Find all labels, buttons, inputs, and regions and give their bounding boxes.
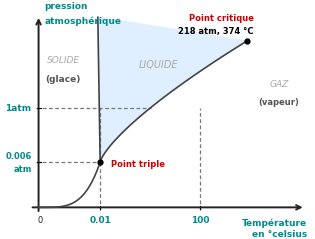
Text: 0.01: 0.01 [89,216,111,225]
Text: en °celsius: en °celsius [252,230,307,239]
Polygon shape [98,17,247,162]
Text: (vapeur): (vapeur) [259,98,300,107]
Text: atmosphérique: atmosphérique [44,16,121,26]
Text: (glace): (glace) [45,76,81,84]
Text: LIQUIDE: LIQUIDE [139,60,179,70]
Text: atm: atm [13,165,32,174]
Text: Température: Température [242,218,307,228]
Text: Point critique: Point critique [189,14,254,23]
Text: 100: 100 [191,216,209,225]
Text: pression: pression [44,2,88,11]
Text: 0: 0 [37,216,42,225]
Text: 1atm: 1atm [5,103,32,113]
Text: 0.006: 0.006 [5,152,32,161]
Text: SOLIDE: SOLIDE [47,56,80,65]
Text: GAZ: GAZ [269,80,289,89]
Text: 218 atm, 374 °C: 218 atm, 374 °C [178,27,254,36]
Text: Point triple: Point triple [111,160,165,169]
